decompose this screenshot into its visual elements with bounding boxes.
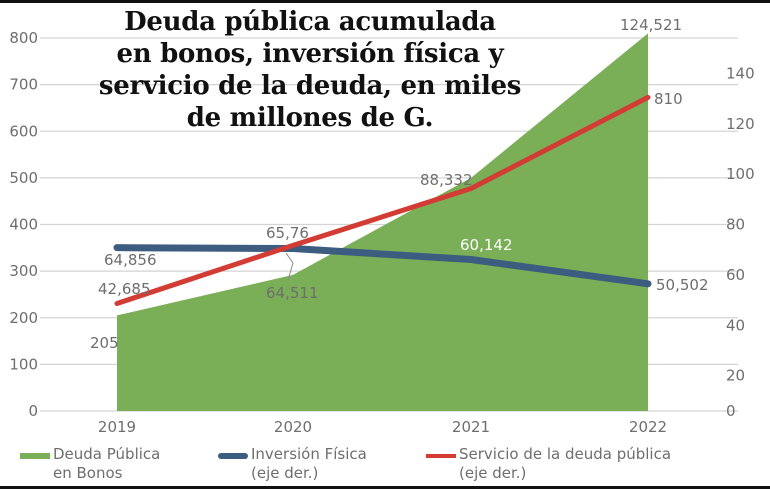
title-line: en bonos, inversión física y bbox=[116, 39, 504, 69]
legend-swatch-green bbox=[20, 453, 50, 459]
legend-item-deuda: Deuda Pública en Bonos bbox=[20, 445, 160, 483]
left-tick-label: 400 bbox=[9, 216, 38, 234]
data-label: 205 bbox=[90, 334, 119, 352]
right-tick-label: 80 bbox=[726, 216, 745, 234]
legend-swatch-blue bbox=[218, 453, 248, 459]
legend-item-servicio: Servicio de la deuda pública (eje der.) bbox=[426, 445, 671, 483]
chart-area: 0 100 200 300 400 500 600 700 800 0 20 40 60 80 100 12… bbox=[9, 16, 755, 436]
data-label: 42,685 bbox=[98, 280, 151, 298]
left-tick-label: 200 bbox=[9, 309, 38, 327]
right-tick-label: 100 bbox=[726, 165, 755, 183]
title-line: Deuda pública acumulada bbox=[124, 7, 496, 37]
deuda-area-series bbox=[117, 33, 648, 412]
left-tick-label: 700 bbox=[9, 76, 38, 94]
title-line: de millones de G. bbox=[186, 103, 434, 133]
data-label: 60,142 bbox=[460, 236, 513, 254]
left-axis: 0 100 200 300 400 500 600 700 800 bbox=[9, 29, 38, 420]
legend-swatch-red bbox=[426, 454, 456, 458]
data-label: 65,76 bbox=[266, 224, 309, 242]
deuda-area bbox=[117, 33, 648, 412]
x-tick-label: 2021 bbox=[452, 418, 490, 436]
legend-label: Servicio de la deuda pública (eje der.) bbox=[459, 445, 672, 482]
right-tick-label: 20 bbox=[726, 367, 745, 385]
legend-label: Inversión Física (eje der.) bbox=[251, 445, 367, 482]
data-label: 810 bbox=[654, 90, 683, 108]
legend: Deuda Pública en Bonos Inversión Física … bbox=[0, 445, 770, 485]
x-tick-label: 2022 bbox=[629, 418, 667, 436]
bottom-border bbox=[0, 486, 770, 489]
leader-line bbox=[285, 252, 294, 281]
x-tick-label: 2019 bbox=[98, 418, 136, 436]
x-axis: 2019 2020 2021 2022 bbox=[98, 418, 667, 436]
title-line: servicio de la deuda, en miles bbox=[98, 71, 522, 101]
left-tick-label: 600 bbox=[9, 122, 38, 140]
right-axis: 0 20 40 60 80 100 120 140 bbox=[726, 64, 755, 420]
left-tick-label: 300 bbox=[9, 262, 38, 280]
x-tick-label: 2020 bbox=[274, 418, 312, 436]
top-border bbox=[0, 0, 770, 3]
right-tick-label: 120 bbox=[726, 115, 755, 133]
right-tick-label: 140 bbox=[726, 64, 755, 82]
data-label: 50,502 bbox=[656, 276, 709, 294]
legend-label: Deuda Pública en Bonos bbox=[53, 445, 161, 482]
left-tick-label: 100 bbox=[9, 355, 38, 373]
left-tick-label: 0 bbox=[28, 402, 38, 420]
servicio-line bbox=[114, 94, 651, 306]
inversion-line bbox=[113, 244, 652, 288]
data-label: 64,856 bbox=[104, 251, 157, 269]
data-label: 64,511 bbox=[266, 284, 319, 302]
data-labels: 205 124,521 64,856 64,511 60,142 50,502 42,685… bbox=[90, 16, 709, 352]
data-label: 124,521 bbox=[620, 16, 682, 34]
right-tick-label: 40 bbox=[726, 316, 745, 334]
right-tick-label: 0 bbox=[726, 402, 736, 420]
data-label: 88,332 bbox=[420, 171, 473, 189]
line-series bbox=[113, 94, 652, 306]
left-tick-label: 500 bbox=[9, 169, 38, 187]
left-tick-label: 800 bbox=[9, 29, 38, 47]
right-tick-label: 60 bbox=[726, 266, 745, 284]
legend-item-inversion: Inversión Física (eje der.) bbox=[218, 445, 367, 483]
chart-title: Deuda pública acumulada en bonos, invers… bbox=[60, 6, 560, 134]
